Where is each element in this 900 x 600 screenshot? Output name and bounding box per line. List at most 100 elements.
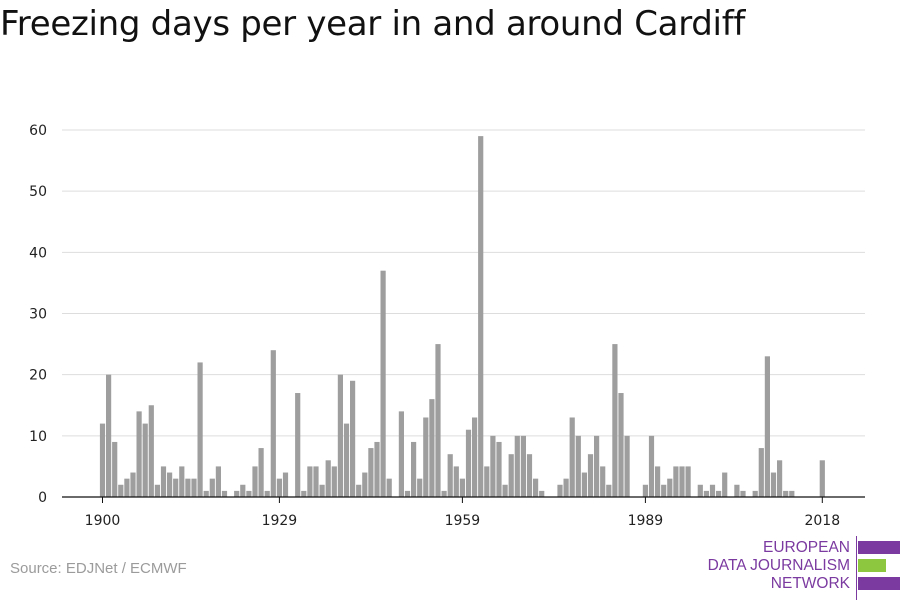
bar [618,393,624,497]
logo-text-european: EUROPEAN [763,539,850,556]
bar [752,490,758,497]
bar [783,490,789,497]
gridlines [62,129,865,437]
x-tick-label: 2018 [804,513,840,529]
bar [160,466,167,497]
bar [777,460,783,497]
y-tick-label: 30 [29,307,47,323]
logo-bar-middle [858,559,886,572]
y-tick-label: 60 [29,123,47,139]
bar [337,374,343,497]
bar [642,484,648,497]
logo-text-network: NETWORK [770,575,850,592]
logo-bar-bottom [858,577,900,590]
bar [215,466,221,497]
bar [722,472,728,497]
x-tick-label: 1929 [262,513,298,529]
bar [118,484,124,497]
bar [386,478,392,497]
y-tick-label: 40 [29,245,47,261]
bar [252,466,258,497]
bar [221,490,228,497]
bar [661,484,667,497]
bar [264,490,270,497]
y-axis-ticks: 0 10 20 30 40 50 60 [29,123,47,506]
bar [703,490,709,497]
bar [124,478,130,497]
y-tick-label: 20 [29,368,47,384]
bar [624,435,630,497]
bar [709,484,716,497]
bar [685,466,691,497]
bar [539,490,545,497]
bar [716,490,722,497]
bar [484,466,490,497]
bar [606,484,612,497]
bar [648,435,655,497]
bar [557,484,563,497]
bar [514,435,520,497]
bar [258,448,264,497]
bar [770,472,777,497]
bar [136,411,142,497]
bar [411,441,417,497]
bar [307,466,313,497]
bar [343,423,350,497]
bar [179,466,185,497]
bar [240,484,246,497]
bar [740,490,746,497]
bar [106,374,112,497]
bar [234,490,240,497]
bar [667,478,673,497]
bars [99,136,825,497]
bar [167,472,173,497]
bar [594,435,600,497]
bar [368,448,374,497]
bar [301,490,307,497]
bar [612,344,618,497]
bar [295,393,301,497]
bar [246,490,252,497]
bar [173,478,179,497]
bar [99,423,106,497]
bar [319,484,325,497]
bar [697,484,703,497]
bar [209,478,215,497]
bar [325,460,331,497]
bar [380,270,386,497]
bar [441,490,447,497]
bar [520,435,526,497]
bar [581,472,587,497]
bar [148,405,154,497]
bar [533,478,539,497]
bar [191,478,197,497]
bar [502,484,508,497]
bar [350,380,356,497]
bar [734,484,740,497]
bar [282,472,289,497]
bar [154,484,160,497]
bar [587,454,594,497]
x-tick-label: 1989 [628,513,664,529]
bar [819,460,825,497]
source-note: Source: EDJNet / ECMWF [10,560,187,577]
bar [655,466,661,497]
bar [459,478,465,497]
bar [453,466,459,497]
logo-text-data-journalism: DATA JOURNALISM [707,557,850,574]
bar [575,435,581,497]
edjnet-logo[interactable]: EUROPEAN DATA JOURNALISM NETWORK [700,536,900,600]
bar [374,441,380,497]
logo-divider [856,536,857,600]
bar [508,454,514,497]
y-tick-label: 10 [29,429,47,445]
bar [465,429,472,497]
bar [429,399,435,497]
bar [417,478,423,497]
y-tick-label: 50 [29,184,47,200]
bar [789,490,795,497]
bar [478,136,484,497]
bar [679,466,685,497]
bar [112,441,118,497]
bar [130,472,136,497]
